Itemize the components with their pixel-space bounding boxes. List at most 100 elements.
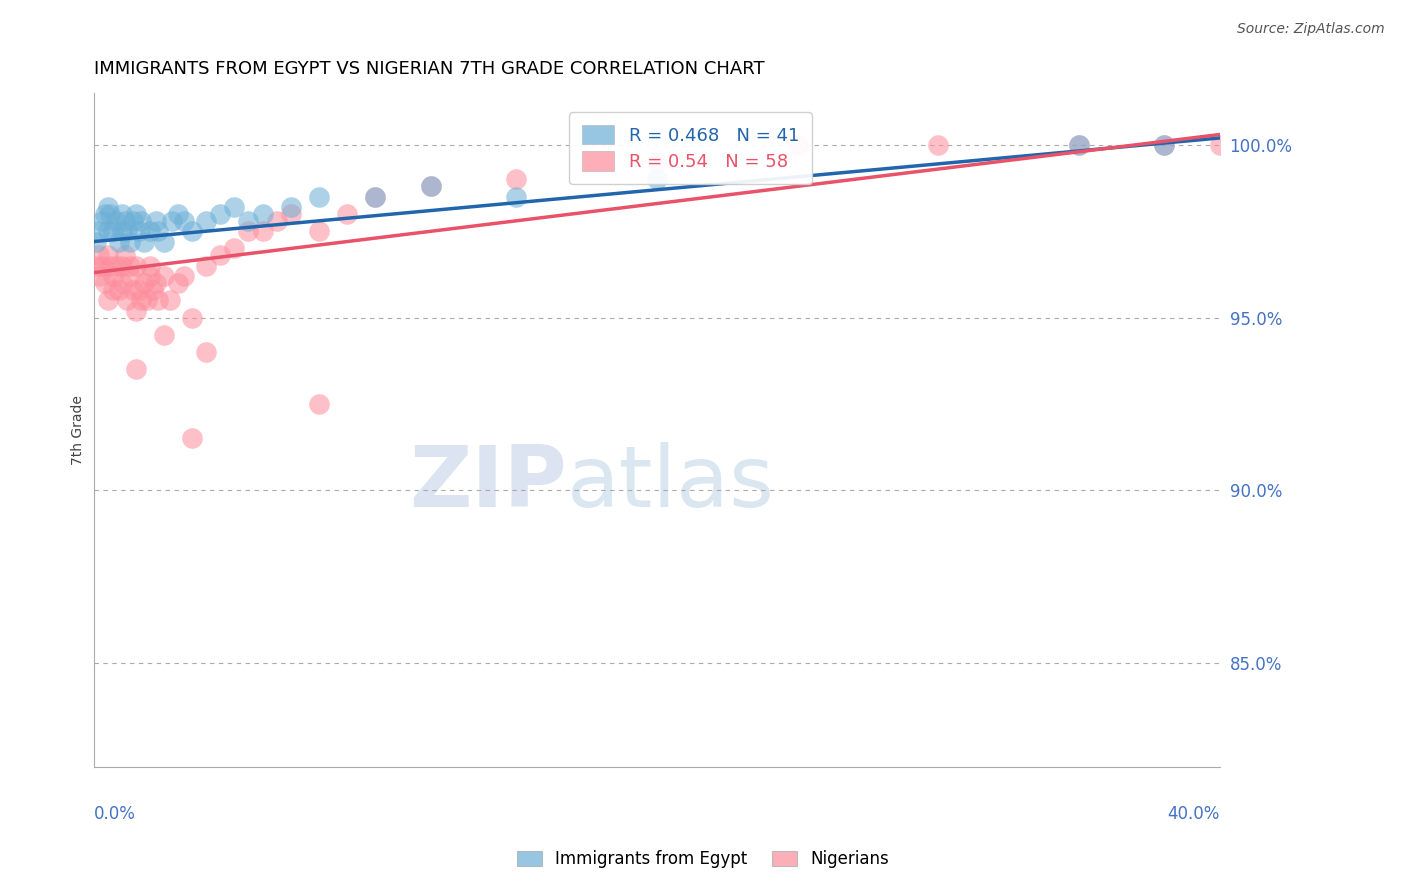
Point [131,214,153,228]
Text: 0.0%: 0.0% [94,805,135,823]
Point [103,283,125,297]
Point [266,214,288,228]
Text: IMMIGRANTS FROM EGYPT VS NIGERIAN 7TH GRADE CORRELATION CHART: IMMIGRANTS FROM EGYPT VS NIGERIAN 7TH GR… [94,60,765,78]
Point [128,224,150,238]
Point [308,397,330,411]
Point [111,259,134,273]
Point [195,214,218,228]
Point [252,224,274,238]
Point [86,235,108,249]
Point [94,207,117,221]
Point [181,224,204,238]
Point [252,207,274,221]
Point [100,259,122,273]
Point [103,224,125,238]
Point [308,189,330,203]
Point [139,269,162,284]
Point [114,214,136,228]
Point [238,214,260,228]
Point [142,283,165,297]
Point [111,224,134,238]
Point [139,259,162,273]
Point [159,293,181,308]
Point [181,310,204,325]
Point [111,207,134,221]
Point [117,224,139,238]
Point [153,235,176,249]
Point [91,259,114,273]
Point [280,200,302,214]
Point [97,293,120,308]
Point [117,293,139,308]
Point [238,224,260,238]
Point [131,293,153,308]
Point [1209,137,1232,152]
Point [280,207,302,221]
Point [125,362,148,376]
Point [173,214,195,228]
Point [167,276,190,290]
Point [181,432,204,446]
Point [645,155,668,169]
Point [153,269,176,284]
Point [336,207,359,221]
Point [505,189,527,203]
Point [145,276,167,290]
Point [122,214,145,228]
Point [103,269,125,284]
Point [94,276,117,290]
Point [139,224,162,238]
Point [120,235,142,249]
Point [111,276,134,290]
Point [364,189,387,203]
Point [136,293,159,308]
Point [209,207,232,221]
Point [1067,137,1090,152]
Point [167,207,190,221]
Point [134,235,156,249]
Point [114,248,136,262]
Point [420,179,443,194]
Point [195,345,218,359]
Point [162,214,184,228]
Point [125,207,148,221]
Point [86,259,108,273]
Point [134,276,156,290]
Legend: R = 0.468   N = 41, R = 0.54   N = 58: R = 0.468 N = 41, R = 0.54 N = 58 [569,112,811,184]
Point [128,283,150,297]
Point [97,200,120,214]
Point [1153,137,1175,152]
Text: 40.0%: 40.0% [1167,805,1220,823]
Point [89,248,111,262]
Point [91,214,114,228]
Point [97,248,120,262]
Point [786,137,808,152]
Text: ZIP: ZIP [409,442,567,525]
Point [148,224,170,238]
Y-axis label: 7th Grade: 7th Grade [72,395,86,465]
Legend: Immigrants from Egypt, Nigerians: Immigrants from Egypt, Nigerians [509,842,897,877]
Point [148,293,170,308]
Point [145,214,167,228]
Text: atlas: atlas [567,442,775,525]
Point [120,269,142,284]
Point [105,214,128,228]
Point [125,303,148,318]
Point [122,283,145,297]
Point [89,269,111,284]
Point [120,259,142,273]
Point [108,283,131,297]
Text: Source: ZipAtlas.com: Source: ZipAtlas.com [1237,22,1385,37]
Point [420,179,443,194]
Point [364,189,387,203]
Point [209,248,232,262]
Point [97,224,120,238]
Point [108,235,131,249]
Point [153,327,176,342]
Point [224,200,246,214]
Point [1067,137,1090,152]
Point [1153,137,1175,152]
Point [927,137,949,152]
Point [505,172,527,186]
Point [125,259,148,273]
